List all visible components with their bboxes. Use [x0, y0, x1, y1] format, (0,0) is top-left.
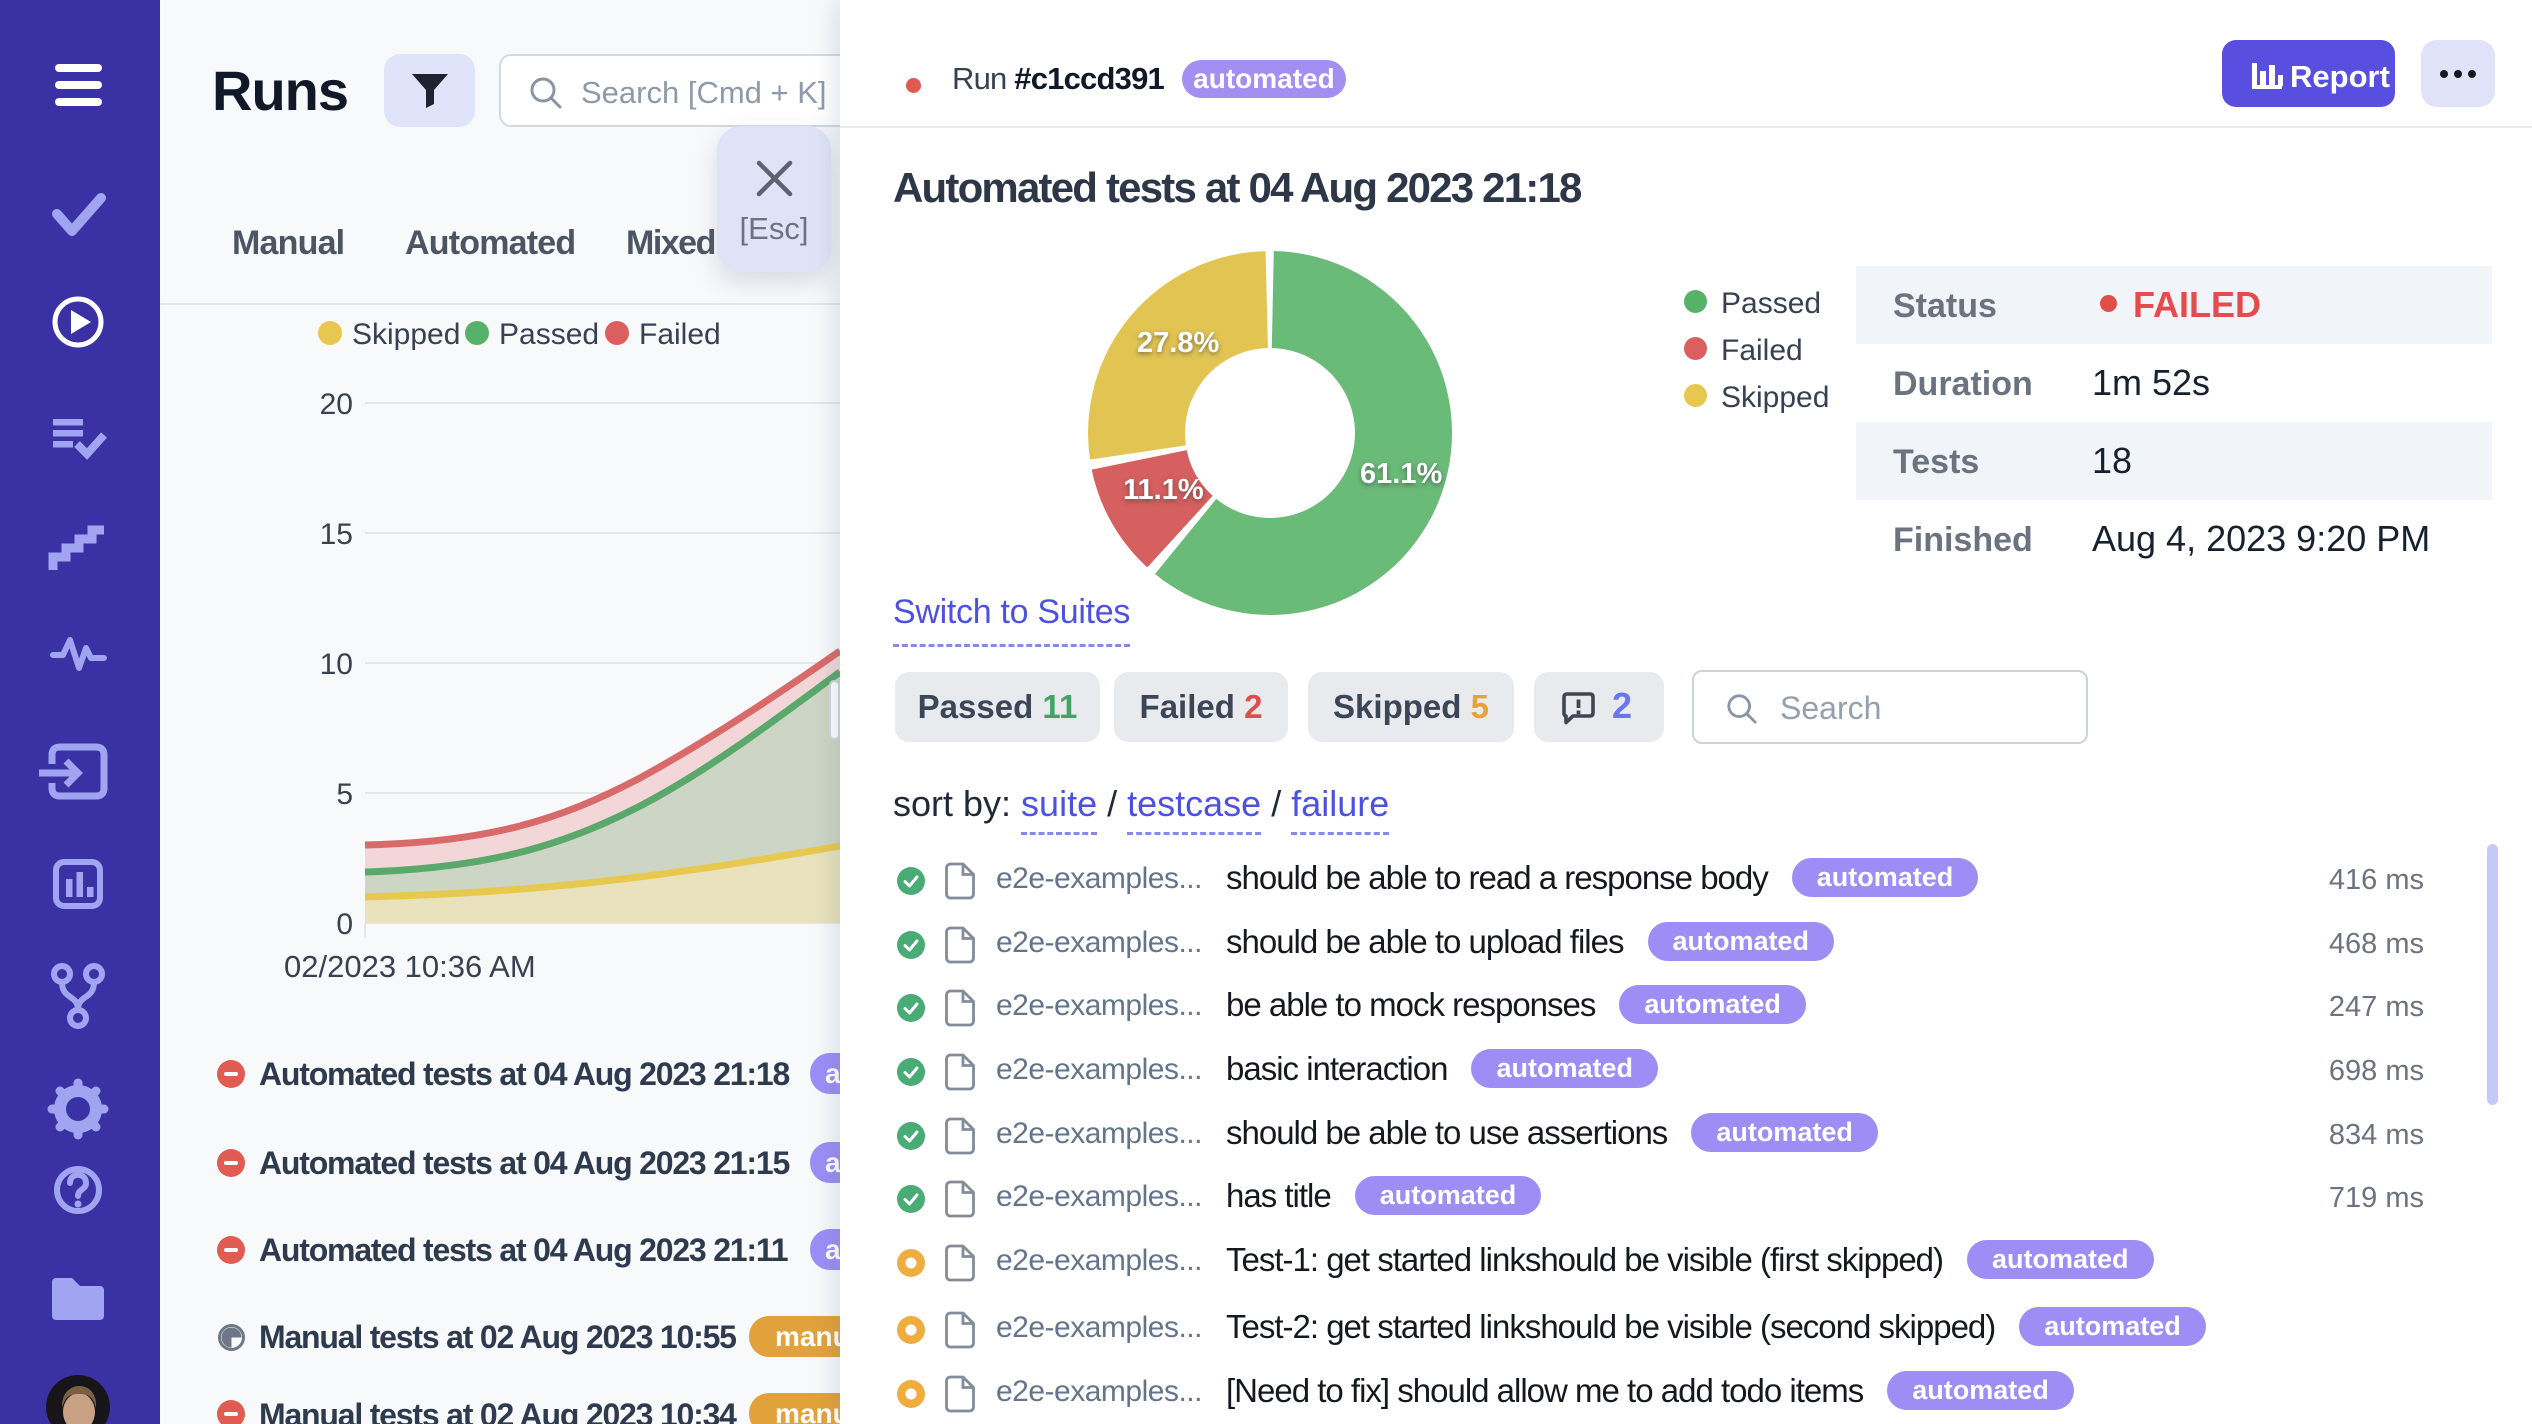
svg-text:20: 20	[320, 388, 353, 421]
svg-text:10: 10	[320, 648, 353, 681]
svg-text:5: 5	[336, 778, 353, 811]
svg-text:0: 0	[336, 908, 353, 941]
svg-text:15: 15	[320, 518, 353, 551]
